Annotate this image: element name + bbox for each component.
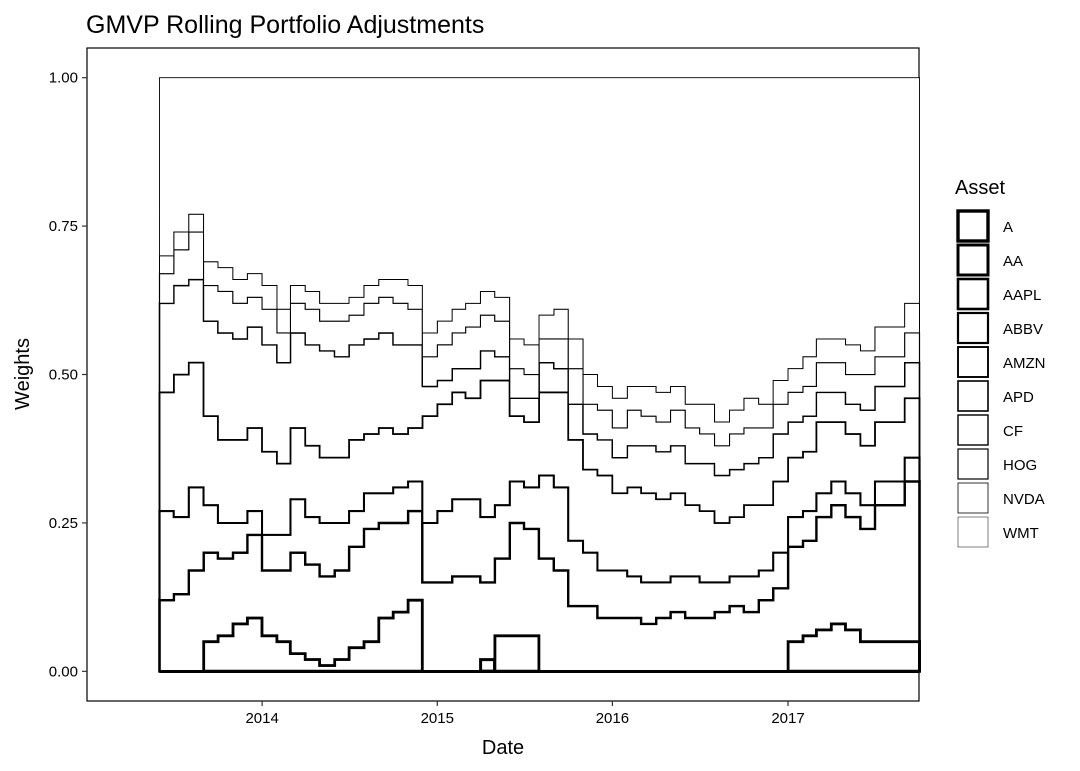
legend-label-nvda: NVDA [1003,491,1045,508]
series-area-wmt [159,77,920,423]
y-axis-title: Weights [12,338,34,410]
x-tick-label-1: 2015 [421,710,454,727]
legend-label-amzn: AMZN [1003,355,1046,372]
legend-key-apd [957,380,989,412]
legend-label-abbv: ABBV [1003,321,1043,338]
legend-label-a: A [1003,219,1013,236]
legend-key-hog [957,448,989,480]
y-tick-label-4: 1.00 [49,70,78,87]
x-axis-title: Date [482,737,524,759]
legend-title: Asset [955,177,1005,199]
series-layer [158,77,921,673]
legend-key-cf [957,414,989,446]
legend-label-wmt: WMT [1003,525,1039,542]
x-tick-label-2: 2016 [596,710,629,727]
x-tick-label-3: 2017 [771,710,804,727]
y-tick-label-2: 0.50 [49,367,78,384]
chart-title: GMVP Rolling Portfolio Adjustments [86,11,484,39]
legend-label-apd: APD [1003,389,1034,406]
legend-key-nvda [957,482,989,514]
y-axis: 0.00 0.25 0.50 0.75 1.00 [49,70,87,680]
legend-key-abbv [956,311,990,345]
x-axis: 2014 2015 2016 2017 [245,701,805,727]
y-tick-label-1: 0.25 [49,515,78,532]
legend-key-wmt [957,516,989,548]
legend-label-hog: HOG [1003,457,1037,474]
y-tick-label-3: 0.75 [49,218,78,235]
legend-key-aa [956,243,990,277]
x-tick-label-0: 2014 [245,710,278,727]
legend-key-amzn [957,346,989,378]
legend-key-a [956,209,990,243]
y-tick-label-0: 0.00 [49,663,78,680]
legend-label-aapl: AAPL [1003,287,1041,304]
legend-label-cf: CF [1003,423,1023,440]
legend-label-aa: AA [1003,253,1023,270]
legend-key-aapl [956,277,990,311]
